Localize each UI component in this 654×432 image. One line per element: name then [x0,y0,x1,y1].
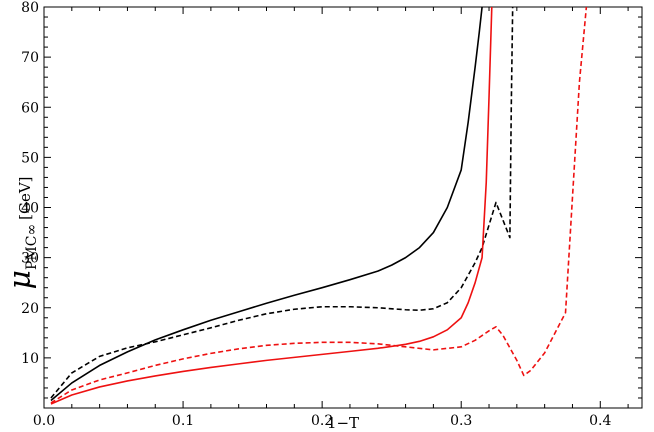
y-tick-label: 20 [21,301,39,317]
series-line-3 [50,7,493,405]
y-tick-label: 70 [21,50,39,66]
series-line-4 [50,7,588,404]
x-tick-label: 0.0 [33,413,55,429]
x-tick-label: 0.4 [589,413,611,429]
series-group [50,7,588,405]
y-tick-label: 50 [21,150,39,166]
y-axis-title: μPMC∞ [GeV] [3,176,40,289]
plot-frame [43,6,643,409]
y-tick-label: 40 [21,201,39,217]
x-tick-label: 0.3 [450,413,472,429]
x-axis-title: 1−T [327,414,359,432]
y-tick-label: 60 [21,100,39,116]
y-tick-label: 80 [21,0,39,16]
series-line-2 [50,7,514,399]
y-axis-unit: [GeV] [16,176,34,219]
axis-ticks: 0.0 0.1 0.2 0.3 0.4 10 20 30 40 50 60 70 80 [21,0,642,429]
y-tick-label: 30 [21,251,39,267]
y-axis-symbol: μ [3,270,38,290]
x-tick-label: 0.1 [172,413,194,429]
y-tick-label: 10 [21,351,39,367]
y-axis-subscript: PMC∞ [24,224,40,270]
x-tick-label: 0.2 [311,413,333,429]
